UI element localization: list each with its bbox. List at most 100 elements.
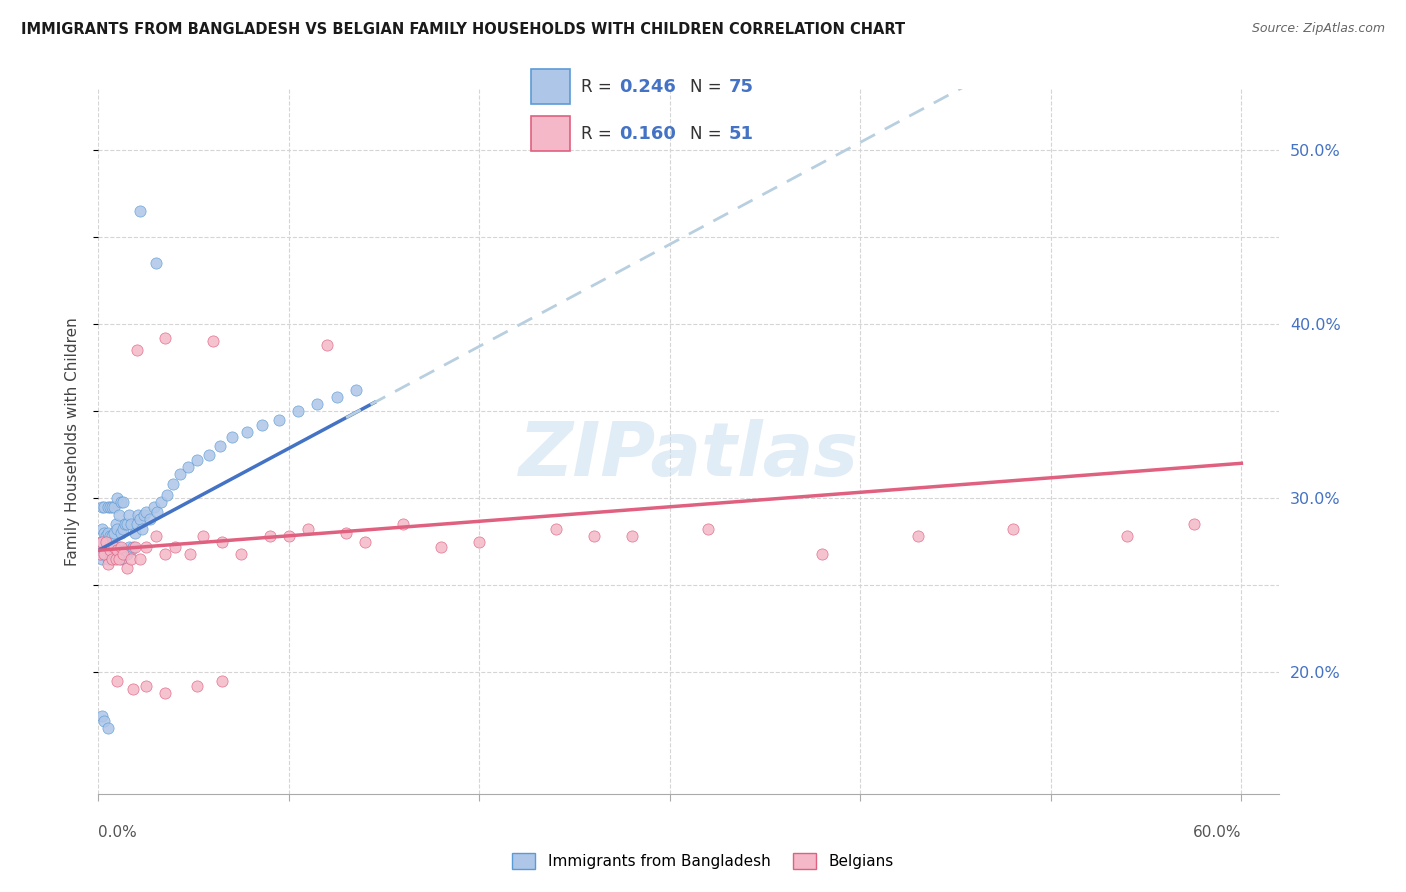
- Point: [186, 452, 208, 467]
- Text: 75: 75: [728, 78, 754, 95]
- Point: [145, 529, 167, 543]
- Point: [344, 383, 367, 397]
- Text: IMMIGRANTS FROM BANGLADESH VS BELGIAN FAMILY HOUSEHOLDS WITH CHILDREN CORRELATIO: IMMIGRANTS FROM BANGLADESH VS BELGIAN FA…: [21, 22, 905, 37]
- Point: [107, 547, 129, 561]
- Point: [211, 673, 233, 688]
- Point: [91, 552, 114, 566]
- Point: [129, 204, 152, 219]
- Point: [100, 529, 122, 543]
- Point: [112, 494, 135, 508]
- Point: [135, 505, 157, 519]
- Point: [120, 552, 142, 566]
- Point: [131, 523, 153, 537]
- Point: [114, 517, 136, 532]
- Point: [98, 543, 121, 558]
- Point: [93, 543, 115, 558]
- Point: [811, 547, 834, 561]
- Point: [120, 543, 142, 558]
- Point: [103, 500, 125, 514]
- Legend: Immigrants from Bangladesh, Belgians: Immigrants from Bangladesh, Belgians: [506, 847, 900, 875]
- Point: [307, 397, 329, 411]
- Point: [114, 543, 136, 558]
- Point: [93, 500, 115, 514]
- Point: [89, 534, 111, 549]
- Point: [97, 552, 120, 566]
- Point: [150, 494, 173, 508]
- Point: [231, 547, 253, 561]
- Point: [582, 529, 605, 543]
- Point: [107, 523, 129, 537]
- Point: [89, 547, 111, 561]
- Text: R =: R =: [581, 125, 617, 143]
- Point: [127, 508, 149, 523]
- Point: [110, 540, 132, 554]
- Text: N =: N =: [690, 125, 727, 143]
- Point: [97, 558, 120, 572]
- Point: [153, 331, 176, 345]
- Text: 60.0%: 60.0%: [1192, 825, 1241, 840]
- Point: [209, 439, 232, 453]
- Point: [100, 552, 122, 566]
- Point: [125, 517, 148, 532]
- Point: [153, 686, 176, 700]
- Point: [125, 343, 148, 358]
- Point: [107, 543, 129, 558]
- Point: [115, 517, 138, 532]
- Point: [89, 547, 111, 561]
- Point: [115, 547, 138, 561]
- Text: 0.0%: 0.0%: [98, 825, 138, 840]
- Point: [620, 529, 643, 543]
- Point: [211, 534, 233, 549]
- Point: [179, 547, 201, 561]
- Point: [252, 417, 274, 432]
- Point: [103, 547, 125, 561]
- Text: Source: ZipAtlas.com: Source: ZipAtlas.com: [1251, 22, 1385, 36]
- Point: [91, 523, 114, 537]
- Point: [124, 540, 146, 554]
- Y-axis label: Family Households with Children: Family Households with Children: [65, 318, 80, 566]
- Point: [121, 540, 143, 554]
- Point: [100, 500, 122, 514]
- Text: N =: N =: [690, 78, 727, 95]
- Point: [316, 338, 339, 352]
- Point: [100, 552, 122, 566]
- Point: [103, 540, 125, 554]
- Point: [129, 552, 152, 566]
- Point: [186, 679, 208, 693]
- Point: [107, 673, 129, 688]
- Point: [139, 512, 162, 526]
- Point: [108, 508, 131, 523]
- Text: R =: R =: [581, 78, 617, 95]
- Point: [115, 560, 138, 574]
- Point: [97, 500, 120, 514]
- Point: [201, 334, 224, 349]
- Point: [259, 529, 281, 543]
- FancyBboxPatch shape: [531, 117, 569, 152]
- Point: [134, 508, 156, 523]
- Point: [97, 525, 120, 540]
- Point: [110, 494, 132, 508]
- Point: [118, 540, 141, 554]
- Point: [98, 529, 121, 543]
- Point: [297, 523, 319, 537]
- Point: [221, 430, 243, 444]
- Point: [108, 552, 131, 566]
- Point: [335, 525, 357, 540]
- Point: [110, 552, 132, 566]
- Point: [104, 552, 127, 566]
- Point: [129, 512, 152, 526]
- Point: [392, 517, 415, 532]
- Point: [93, 525, 115, 540]
- Point: [142, 500, 165, 514]
- Point: [163, 540, 186, 554]
- Point: [103, 525, 125, 540]
- Point: [107, 491, 129, 505]
- Point: [104, 543, 127, 558]
- Point: [112, 547, 135, 561]
- Point: [1182, 517, 1205, 532]
- Point: [91, 708, 114, 723]
- Text: 0.160: 0.160: [619, 125, 676, 143]
- Point: [104, 517, 127, 532]
- Text: 0.246: 0.246: [619, 78, 676, 95]
- Point: [153, 547, 176, 561]
